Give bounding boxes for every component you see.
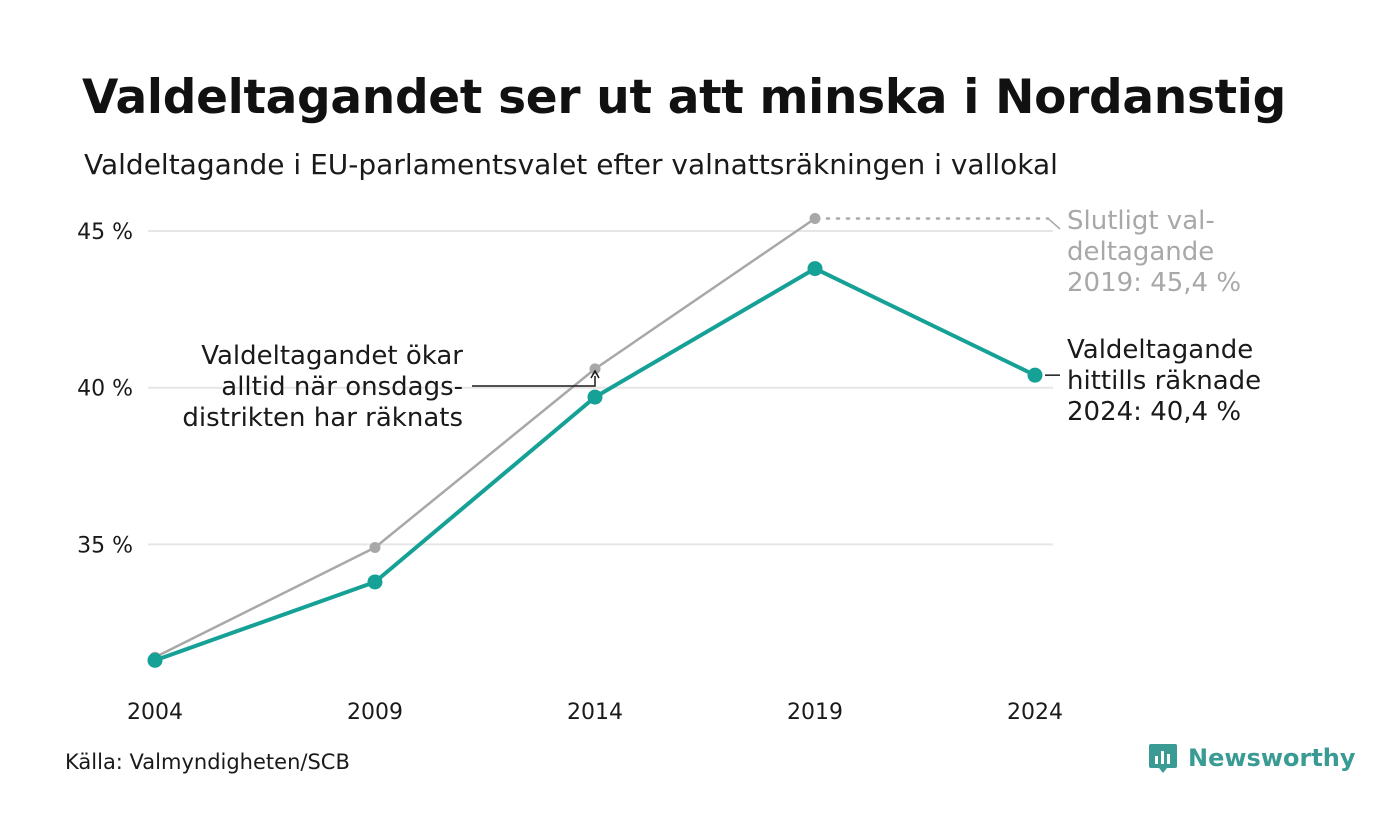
final-turnout-point [369,542,381,554]
note-arrow-line [472,376,596,387]
chart-subtitle: Valdeltagande i EU-parlamentsvalet efter… [84,148,1058,181]
counted-annotation-line: Valdeltagande [1067,335,1253,365]
x-tick-label: 2014 [567,700,623,725]
note-annotation-line: distrikten har räknats [182,403,463,433]
note-arrow-head [590,369,600,379]
final-turnout-point [809,212,821,224]
final-turnout-point [589,363,601,375]
source-note: Källa: Valmyndigheten/SCB [65,750,350,774]
y-tick-label: 35 % [77,533,133,558]
counted-turnout-point [1027,367,1043,383]
counted-turnout-point [807,261,823,277]
final-leader-tick [1047,217,1061,230]
counted-turnout-point [587,389,603,405]
final-turnout-line [154,217,816,659]
counted-turnout-point [367,574,383,590]
final-annotation-line: 2019: 45,4 % [1067,268,1241,298]
final-annotation-line: deltagande [1067,237,1214,267]
y-tick-label: 45 % [77,220,133,245]
newsworthy-logo-icon [1149,744,1177,773]
y-tick-label: 40 % [77,377,133,402]
x-tick-label: 2009 [347,700,403,725]
final-annotation-line: Slutligt val- [1067,206,1215,236]
counted-annotation-line: 2024: 40,4 % [1067,397,1241,427]
counted-turnout-line [154,266,1036,663]
brand-logo[interactable]: Newsworthy [1148,742,1356,774]
counted-turnout-point [147,652,163,668]
brand-name: Newsworthy [1188,744,1356,772]
x-tick-label: 2024 [1007,700,1063,725]
counted-annotation-line: hittills räknade [1067,366,1261,396]
x-tick-label: 2004 [127,700,183,725]
x-tick-label: 2019 [787,700,843,725]
chart-title: Valdeltagandet ser ut att minska i Norda… [82,70,1286,125]
note-annotation-line: alltid när onsdags- [221,372,463,402]
note-annotation-line: Valdeltagandet ökar [201,341,463,371]
